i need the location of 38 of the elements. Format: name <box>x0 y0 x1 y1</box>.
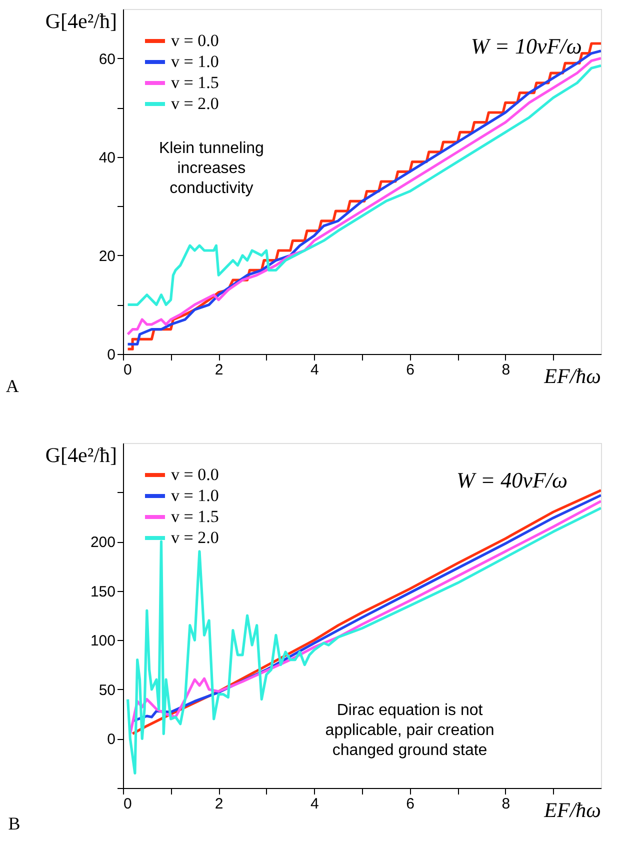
x-tick-label: 0 <box>124 796 132 812</box>
x-tick-label: 6 <box>406 362 414 378</box>
legend-label: v = 0.0 <box>171 465 219 484</box>
y-tick-label: 0 <box>107 346 116 364</box>
y-tick-label: 60 <box>98 50 116 68</box>
legend-label: v = 1.5 <box>171 507 219 526</box>
annotation: Klein tunneling increases conductivity <box>158 140 264 198</box>
y-tick-label: 50 <box>98 682 116 699</box>
annotation: W = 10vF/ω <box>470 34 582 59</box>
legend-label: v = 1.0 <box>171 486 219 505</box>
y-axis-title: G[4e²/ħ] <box>45 9 117 33</box>
annotation: Dirac equation is not applicable, pair creation changed ground state <box>325 702 494 759</box>
x-tick-label: 2 <box>214 796 224 812</box>
annotation: W = 40vF/ω <box>456 468 568 493</box>
x-tick-label: 4 <box>310 796 319 812</box>
text: A <box>6 376 19 396</box>
x-tick-label: 0 <box>124 362 132 378</box>
y-tick-label: 20 <box>98 248 116 265</box>
x-tick-label: 2 <box>214 362 224 378</box>
x-axis-title: EF/ħω <box>543 364 601 388</box>
x-axis-title: EF/ħω <box>543 798 601 822</box>
x-tick-label: 8 <box>502 796 510 812</box>
legend-label: v = 2.0 <box>171 94 219 113</box>
y-tick-label: 100 <box>90 632 116 650</box>
y-tick-label: 0 <box>107 731 116 748</box>
y-tick-label: 150 <box>90 583 116 600</box>
legend-label: v = 1.0 <box>171 52 219 71</box>
legend-label: v = 2.0 <box>171 528 219 547</box>
y-axis-title: G[4e²/ħ] <box>45 443 117 467</box>
y-tick-label: 40 <box>98 149 116 166</box>
x-tick-label: 6 <box>406 796 414 812</box>
legend-label: v = 1.5 <box>171 73 219 92</box>
x-tick-label: 8 <box>502 362 510 378</box>
legend-label: v = 0.0 <box>171 31 219 50</box>
line-series <box>126 506 601 775</box>
x-tick-label: 4 <box>310 362 319 378</box>
y-tick-label: 200 <box>90 534 116 552</box>
text: B <box>8 814 20 834</box>
